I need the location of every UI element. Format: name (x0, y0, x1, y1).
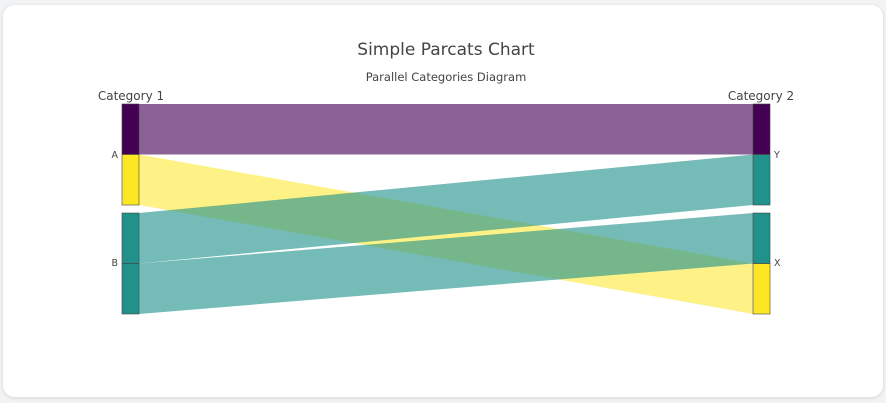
left-block-a-y[interactable] (121, 103, 140, 155)
category-label-b: B (111, 258, 118, 269)
category-label-a: A (112, 150, 119, 161)
chart-title: Simple Parcats Chart (357, 40, 535, 60)
category-label-y: Y (773, 150, 780, 161)
left-block-b-x[interactable] (121, 263, 140, 315)
right-block-a-x[interactable] (752, 263, 771, 315)
ribbon-b-to-x[interactable] (139, 213, 753, 314)
ribbon-b-to-y[interactable] (139, 154, 753, 264)
right-block-b-y[interactable] (752, 154, 771, 206)
left-block-b-y[interactable] (121, 212, 140, 264)
dimension-label-category-1: Category 1 (98, 89, 164, 103)
ribbon-layer (139, 104, 753, 314)
chart-subtitle: Parallel Categories Diagram (366, 70, 527, 84)
right-block-b-x[interactable] (752, 212, 771, 264)
ribbon-a-to-y[interactable] (139, 104, 753, 155)
right-block-a-y[interactable] (752, 103, 771, 155)
dimension-label-category-2: Category 2 (728, 89, 794, 103)
left-block-a-x[interactable] (121, 154, 140, 206)
category-block-layer (121, 103, 771, 315)
category-label-x: X (774, 258, 781, 269)
